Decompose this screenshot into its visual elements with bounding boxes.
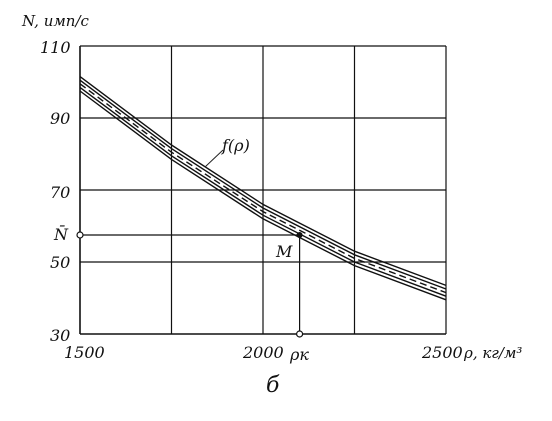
y-marker-label: N̄ — [53, 223, 69, 244]
point-m — [296, 232, 303, 238]
grid — [79, 45, 447, 335]
series-line — [79, 76, 447, 287]
curve-label: f(ρ) — [221, 136, 250, 155]
x-tick-labels: 1500 2000 2500 — [64, 343, 463, 362]
curve-label-leader — [204, 149, 224, 168]
y-tick-labels: 110 90 70 50 30 — [40, 38, 71, 345]
y-axis-label: N, имп/с — [21, 12, 90, 30]
series-line — [79, 83, 447, 294]
markers-group — [76, 231, 304, 338]
y-tick-label: 110 — [40, 38, 71, 57]
x-marker-label: ρк — [289, 345, 309, 364]
x-tick-label: 2500 — [421, 343, 463, 362]
x-axis-label: ρ, кг/м³ — [463, 344, 522, 362]
series-line — [79, 86, 447, 297]
series-group — [79, 76, 447, 301]
y-tick-label: 50 — [50, 253, 70, 272]
y-tick-label: 90 — [50, 109, 70, 128]
x-tick-label: 1500 — [64, 343, 105, 362]
y-tick-label: 70 — [50, 183, 70, 202]
point-label: M — [275, 242, 293, 261]
x-tick-label: 2000 — [242, 343, 284, 362]
series-line — [79, 90, 447, 301]
y-tick-label: 30 — [50, 326, 70, 345]
figure-caption: б — [266, 373, 280, 398]
n-bar-axis-marker — [76, 231, 84, 239]
series-line — [79, 79, 447, 290]
rho-k-axis-marker — [296, 330, 304, 338]
